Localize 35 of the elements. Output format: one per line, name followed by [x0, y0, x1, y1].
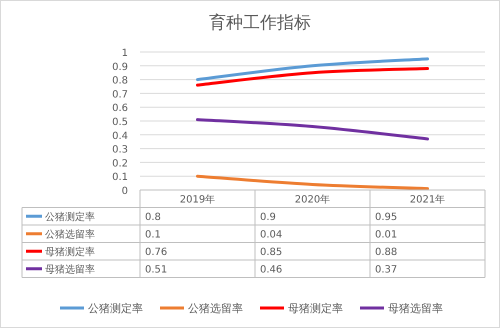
y-tick-label: 0	[122, 186, 128, 197]
text: 公猪测定率	[88, 302, 143, 315]
data-label: 0.04	[260, 230, 282, 240]
legend-label: 公猪测定率	[45, 211, 95, 223]
legend-label: 母猪测定率	[45, 246, 95, 258]
data-label: 0.8	[145, 212, 161, 223]
text: 母猪测定率	[288, 302, 343, 315]
y-tick-label: 0.3	[112, 144, 128, 156]
data-label: 0.85	[260, 247, 282, 258]
text: 公猪选留率	[188, 302, 243, 315]
data-label: 0.51	[145, 264, 168, 276]
data-label: 0.9	[260, 212, 276, 223]
data-label: 0.1	[145, 230, 161, 240]
legend-label: 公猪选留率	[45, 228, 95, 240]
y-tick-label: 0.7	[112, 89, 128, 100]
y-tick-label: 0.9	[112, 62, 128, 73]
x-tick-label: 2021年	[410, 194, 446, 206]
text: 母猪选留率	[388, 302, 443, 315]
data-label: 0.01	[375, 230, 398, 240]
y-tick-label: 0.1	[112, 172, 128, 184]
legend-label: 母猪选留率	[45, 264, 95, 276]
y-tick-label: 0.2	[112, 158, 128, 170]
data-label: 0.95	[375, 212, 398, 223]
y-tick-label: 0.5	[112, 117, 128, 128]
y-tick-label: 0.8	[112, 76, 128, 87]
y-tick-label: 1	[122, 48, 128, 59]
y-tick-label: 0.6	[112, 103, 128, 114]
data-label: 0.88	[375, 247, 398, 258]
chart-title: 育种工作指标	[209, 13, 311, 33]
data-label: 0.37	[375, 264, 398, 276]
x-tick-label: 2019年	[180, 194, 216, 206]
data-label: 0.46	[260, 264, 282, 276]
data-label: 0.76	[145, 247, 168, 258]
x-tick-label: 2020年	[294, 194, 330, 206]
y-tick-label: 0.4	[112, 130, 128, 142]
